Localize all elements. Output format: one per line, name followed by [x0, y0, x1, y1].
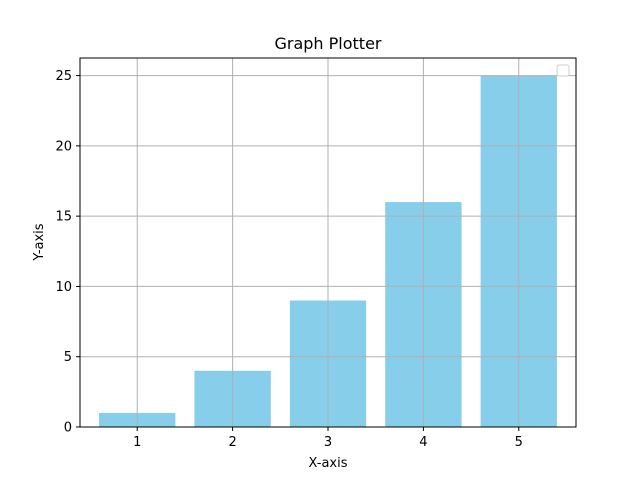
x-axis-label: X-axis: [309, 456, 348, 471]
x-tick-label-2: 2: [228, 435, 236, 450]
grid-layer: [80, 58, 576, 428]
x-tick-label-1: 1: [133, 435, 141, 450]
y-tick-label-10: 10: [55, 280, 72, 295]
x-tick-label-5: 5: [515, 435, 523, 450]
chart-title: Graph Plotter: [274, 34, 381, 53]
y-tick-label-15: 15: [55, 210, 72, 225]
x-tick-label-4: 4: [419, 435, 427, 450]
x-tick-label-3: 3: [324, 435, 332, 450]
y-tick-label-20: 20: [55, 139, 72, 154]
y-tick-label-25: 25: [55, 69, 72, 84]
y-tick-label-0: 0: [64, 421, 72, 436]
legend: [556, 64, 570, 77]
ticks-layer: 1 2 3 4 5 0 5 10 15 20 25: [55, 69, 522, 450]
y-axis-label: Y-axis: [32, 223, 47, 261]
legend-box: [556, 64, 570, 77]
y-tick-label-5: 5: [64, 350, 72, 365]
